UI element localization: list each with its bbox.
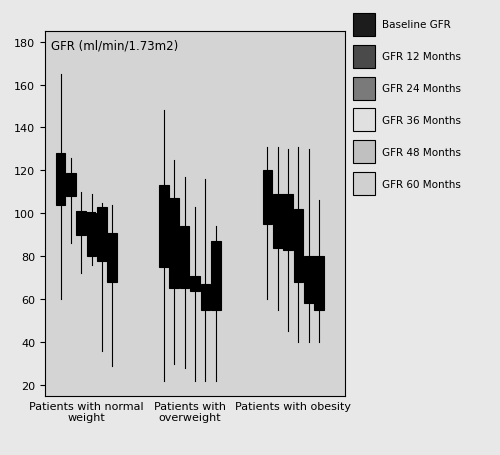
Text: GFR 36 Months: GFR 36 Months [382, 116, 461, 126]
Text: GFR (ml/min/1.73m2): GFR (ml/min/1.73m2) [51, 39, 178, 52]
PathPatch shape [314, 257, 324, 310]
PathPatch shape [273, 195, 282, 248]
PathPatch shape [159, 186, 169, 268]
PathPatch shape [66, 173, 76, 197]
PathPatch shape [76, 212, 86, 235]
FancyBboxPatch shape [353, 14, 374, 36]
PathPatch shape [200, 284, 210, 310]
PathPatch shape [262, 171, 272, 225]
FancyBboxPatch shape [353, 46, 374, 68]
PathPatch shape [180, 227, 190, 289]
Text: GFR 12 Months: GFR 12 Months [382, 52, 461, 62]
Text: GFR 24 Months: GFR 24 Months [382, 84, 461, 94]
FancyBboxPatch shape [353, 77, 374, 100]
PathPatch shape [56, 154, 66, 205]
FancyBboxPatch shape [353, 109, 374, 132]
FancyBboxPatch shape [353, 141, 374, 164]
PathPatch shape [294, 210, 304, 283]
PathPatch shape [284, 195, 293, 250]
PathPatch shape [97, 207, 106, 261]
PathPatch shape [86, 214, 97, 257]
PathPatch shape [304, 257, 314, 304]
PathPatch shape [211, 242, 220, 310]
PathPatch shape [170, 199, 179, 289]
Text: Baseline GFR: Baseline GFR [382, 20, 450, 30]
PathPatch shape [190, 276, 200, 291]
FancyBboxPatch shape [353, 173, 374, 196]
Text: GFR 60 Months: GFR 60 Months [382, 179, 461, 189]
Text: GFR 48 Months: GFR 48 Months [382, 147, 461, 157]
PathPatch shape [108, 233, 117, 283]
